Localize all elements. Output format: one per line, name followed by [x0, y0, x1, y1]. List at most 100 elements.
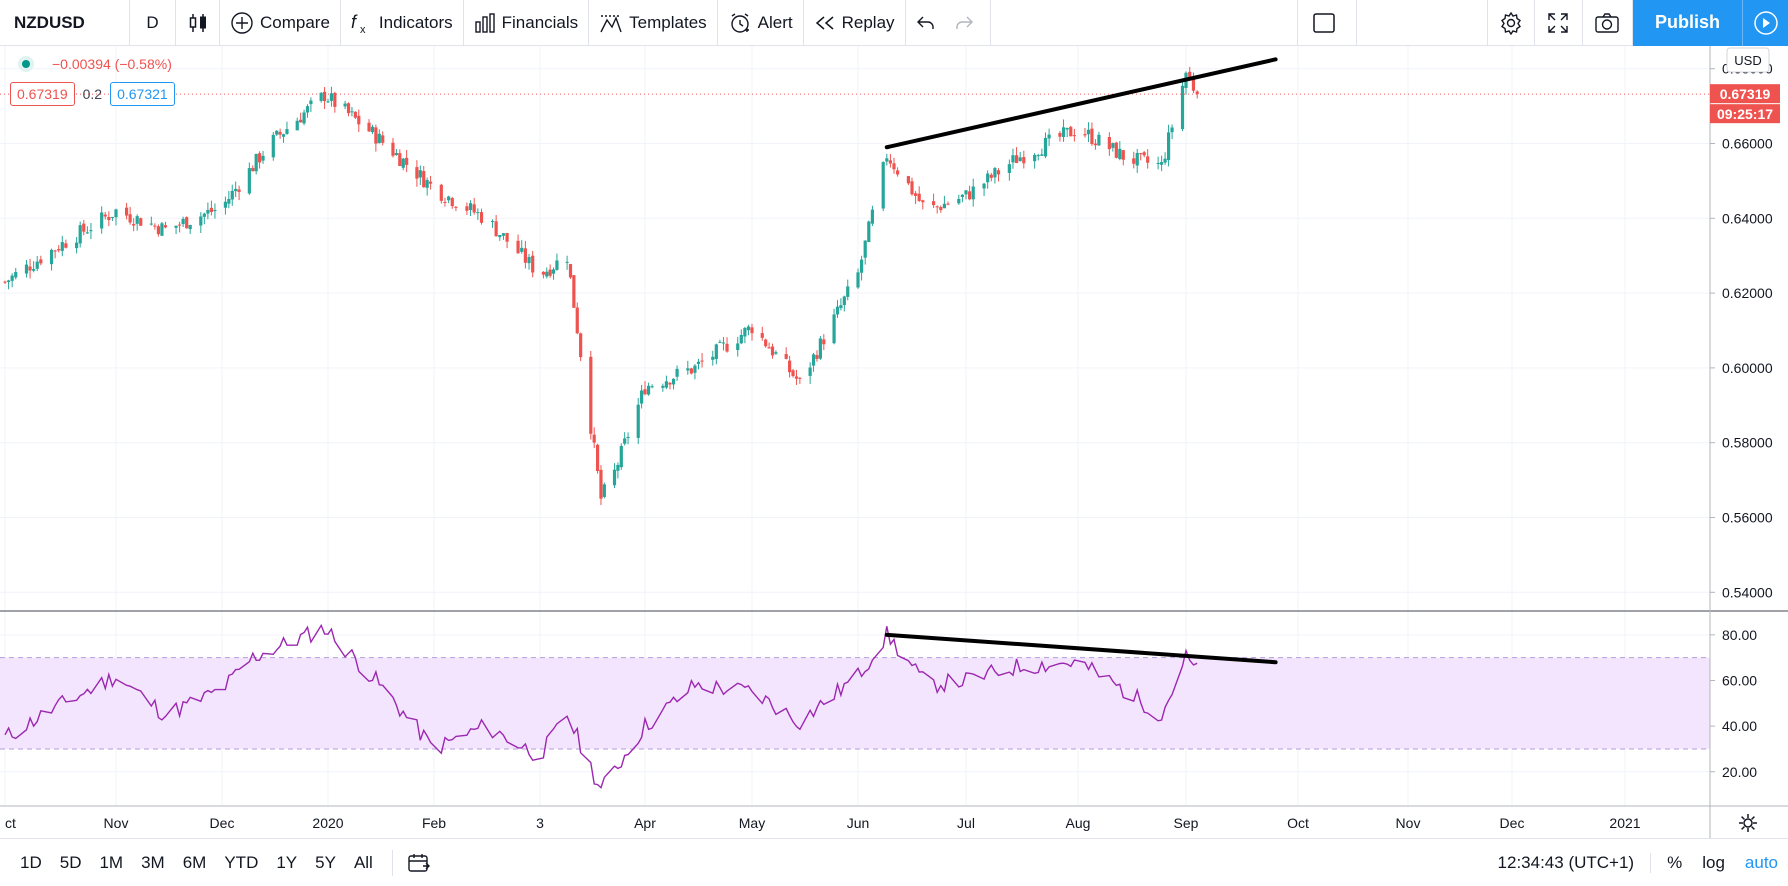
alert-button[interactable]: Alert [718, 0, 804, 46]
price-trendline[interactable] [884, 57, 1278, 150]
candle-body [394, 153, 398, 156]
candle-body [616, 464, 620, 471]
price-axis[interactable]: 0.680000.660000.640000.620000.600000.580… [1710, 61, 1773, 601]
candle [788, 355, 792, 378]
symbol-search[interactable]: NZDUSD [0, 0, 130, 46]
settings-button[interactable] [1486, 0, 1535, 46]
candle [1163, 152, 1167, 165]
candle-body [822, 339, 826, 345]
candle-body [568, 264, 573, 278]
candle [572, 275, 576, 308]
candle-body [237, 189, 241, 192]
snapshot-button[interactable] [1583, 0, 1633, 46]
candle [505, 232, 509, 249]
time-axis[interactable]: ct Nov Dec 2020 Feb 3 Apr May Jun Jul Aug Sep Oct Nov… [5, 815, 1641, 831]
candle-body [329, 93, 334, 101]
candle-body [932, 201, 936, 206]
candle [181, 216, 185, 228]
candle [132, 218, 136, 232]
layout-square-icon [1313, 12, 1335, 33]
percent-toggle[interactable]: % [1667, 852, 1683, 872]
clock-timezone[interactable]: 12:34:43 (UTC+1) [1498, 852, 1652, 873]
alert-label: Alert [757, 12, 793, 32]
layout-button[interactable] [1296, 0, 1357, 46]
candle [1135, 148, 1139, 173]
candle [160, 221, 164, 236]
interval-button[interactable]: D [130, 0, 176, 46]
candle [784, 347, 788, 360]
compare-label: Compare [260, 12, 330, 32]
candle-body [640, 390, 644, 404]
sell-price-button[interactable]: 0.67319 [10, 82, 75, 106]
candle-body [693, 365, 697, 373]
candle [725, 337, 729, 353]
candle [551, 267, 556, 280]
candle [1061, 119, 1066, 142]
candle [447, 195, 451, 204]
market-status-dot[interactable] [22, 60, 30, 68]
candle [1018, 151, 1022, 162]
candle [1090, 122, 1094, 146]
candle [863, 240, 867, 265]
undo-redo-group [906, 0, 991, 46]
indicators-label: Indicators [378, 12, 453, 32]
range-6m[interactable]: 6M [182, 852, 207, 872]
candle [960, 194, 964, 203]
candle [616, 462, 620, 479]
rsi-trendline[interactable] [884, 632, 1278, 665]
candle [501, 232, 506, 240]
range-5y[interactable]: 5Y [315, 852, 336, 872]
range-3m[interactable]: 3M [141, 852, 165, 872]
undo-icon[interactable] [916, 14, 936, 32]
log-toggle[interactable]: log [1702, 852, 1725, 872]
candle-body [450, 198, 454, 207]
range-all[interactable]: All [353, 852, 373, 872]
candle-body [1166, 132, 1171, 161]
financials-button[interactable]: Financials [464, 0, 590, 46]
candle-body [739, 334, 743, 344]
candle-body [125, 207, 129, 216]
candle [545, 267, 549, 279]
candle [494, 215, 498, 237]
candle-body [794, 376, 799, 379]
candle [230, 184, 234, 206]
candle-body [443, 201, 447, 203]
candle-body [370, 126, 375, 133]
candle-body [541, 271, 545, 275]
candle [798, 377, 802, 384]
candle [1069, 125, 1073, 137]
publish-button[interactable]: Publish [1632, 0, 1742, 46]
time-axis-settings-icon[interactable] [1739, 814, 1757, 832]
rsi-axis[interactable]: 80.00 60.00 40.00 20.00 [1710, 627, 1757, 780]
buy-price-button[interactable]: 0.67321 [110, 82, 175, 106]
bottom-toolbar: 1D 5D 1M 3M 6M YTD 1Y 5Y All 12:34:43 (U… [0, 838, 1788, 886]
compare-button[interactable]: Compare [220, 0, 341, 46]
redo-icon[interactable] [954, 14, 974, 32]
replay-button[interactable]: Replay [804, 0, 906, 46]
chart-style-button[interactable] [176, 0, 220, 46]
chart-area[interactable]: 0.680000.660000.640000.620000.600000.580… [0, 46, 1788, 838]
candle-body [888, 160, 892, 164]
goto-date-icon[interactable] [407, 852, 431, 874]
candle [856, 268, 860, 289]
price-tick-label: 0.62000 [1722, 285, 1773, 301]
candle [103, 211, 107, 220]
candle-body [791, 370, 795, 377]
range-5d[interactable]: 5D [59, 852, 82, 872]
candle-body [914, 193, 918, 196]
range-ytd[interactable]: YTD [224, 852, 259, 872]
range-1m[interactable]: 1M [99, 852, 124, 872]
fullscreen-button[interactable] [1535, 0, 1583, 46]
candle [520, 240, 524, 254]
currency-badge[interactable]: USD [1734, 53, 1761, 68]
auto-toggle[interactable]: auto [1744, 852, 1778, 872]
templates-button[interactable]: Templates [589, 0, 718, 46]
publish-menu-button[interactable] [1742, 0, 1788, 46]
candle-body [447, 196, 451, 201]
price-tick-label: 0.56000 [1722, 510, 1773, 526]
candle-body [784, 354, 788, 359]
range-1d[interactable]: 1D [20, 852, 42, 872]
candle [870, 205, 874, 227]
range-1y[interactable]: 1Y [276, 852, 298, 872]
